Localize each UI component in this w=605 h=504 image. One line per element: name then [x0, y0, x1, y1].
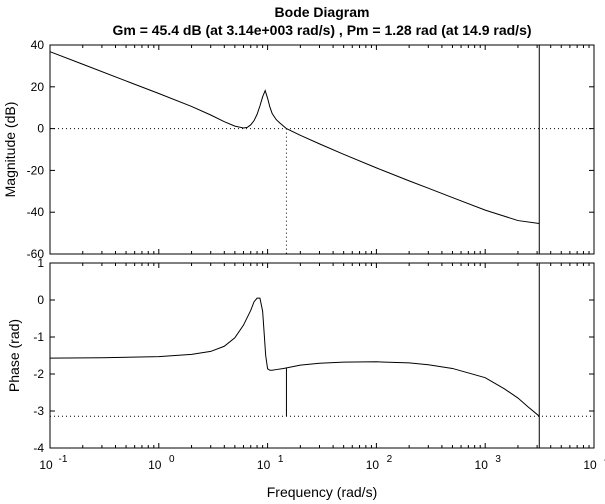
phase-panel: -4-3-2-101 10-1100101102103104 Phase (ra… [6, 256, 605, 500]
y-tick-label: -40 [27, 205, 45, 219]
y-tick-label: -3 [33, 404, 44, 418]
x-tick-label: 10 [366, 458, 380, 472]
phase-y-tick-labels: -4 -3 -2 -1 0 1 [33, 256, 44, 455]
frequency-x-axis-label: Frequency (rad/s) [267, 484, 377, 500]
y-tick-label: 0 [37, 293, 44, 307]
y-tick-label: -4 [33, 441, 44, 455]
y-tick-label: -60 [27, 247, 45, 261]
x-tick-label: 10 [583, 458, 597, 472]
x-tick-label-exponent: -1 [59, 454, 68, 465]
frequency-x-tick-labels: 10-1100101102103104 [39, 454, 605, 472]
y-tick-label: 0 [37, 122, 44, 136]
phase-ticks [49, 262, 594, 449]
y-tick-label: 40 [31, 38, 45, 52]
y-tick-label: -2 [33, 367, 44, 381]
x-tick-label: 10 [475, 458, 489, 472]
x-tick-label: 10 [148, 458, 162, 472]
x-tick-label-exponent: 3 [495, 454, 501, 465]
y-tick-label: 1 [37, 256, 44, 270]
x-tick-label-exponent: 1 [278, 454, 284, 465]
magnitude-ticks [49, 44, 594, 255]
magnitude-reference-lines [50, 45, 594, 254]
y-tick-label: 20 [31, 80, 45, 94]
y-tick-label: -1 [33, 330, 44, 344]
magnitude-axes-frame [49, 44, 595, 255]
x-tick-label-exponent: 0 [169, 454, 175, 465]
magnitude-y-axis-label: Magnitude (dB) [2, 102, 18, 198]
phase-curve [49, 297, 540, 417]
chart-title: Bode Diagram [275, 4, 370, 20]
phase-axes-frame [49, 262, 595, 449]
phase-reference-lines [50, 263, 594, 448]
x-tick-label: 10 [257, 458, 271, 472]
x-tick-label: 10 [39, 458, 53, 472]
magnitude-curve [49, 51, 540, 224]
y-tick-label: -20 [27, 163, 45, 177]
magnitude-y-tick-labels: -60 -40 -20 0 20 40 [27, 38, 45, 261]
x-tick-label-exponent: 2 [387, 454, 393, 465]
chart-subtitle: Gm = 45.4 dB (at 3.14e+003 rad/s) , Pm =… [112, 22, 531, 38]
phase-y-axis-label: Phase (rad) [6, 319, 22, 392]
magnitude-panel: -60 -40 -20 0 20 40 Magnitude (dB) [2, 38, 595, 261]
